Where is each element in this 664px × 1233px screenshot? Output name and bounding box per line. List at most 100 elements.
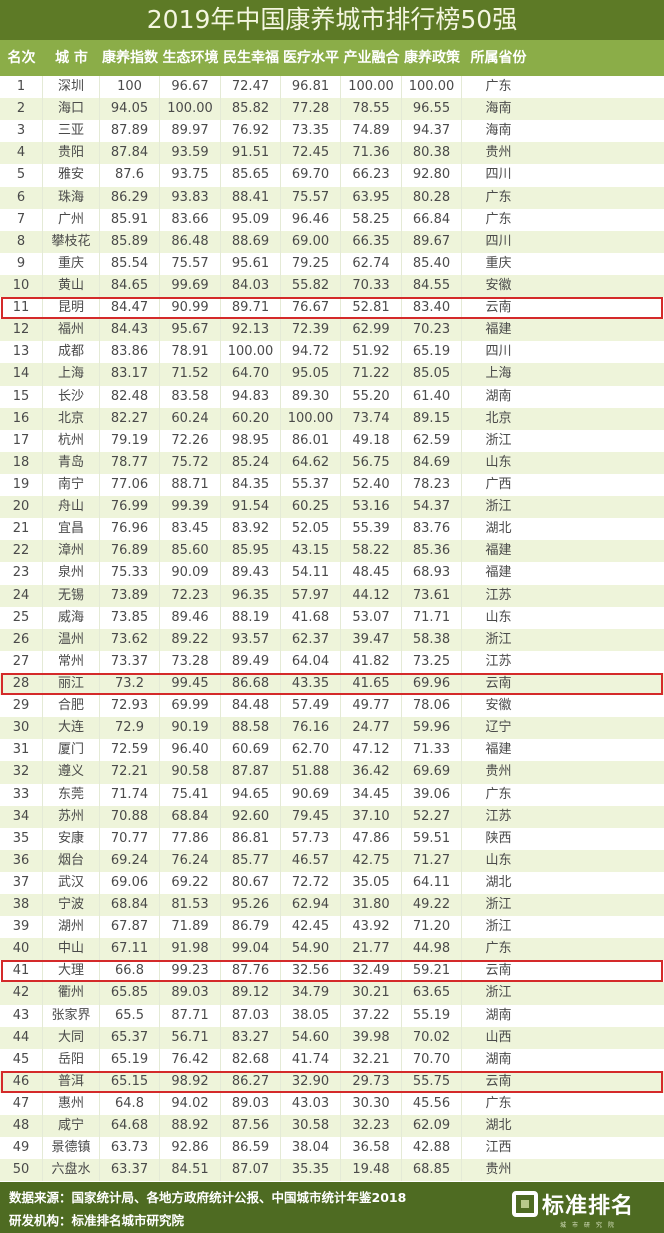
table-cell: 41.74 xyxy=(281,1048,341,1071)
table-cell: 71.74 xyxy=(100,783,160,806)
table-cell: 32.49 xyxy=(341,960,402,983)
table-cell: 32.56 xyxy=(281,960,341,983)
table-cell: 69.24 xyxy=(100,849,160,872)
table-cell: 贵州 xyxy=(485,764,512,780)
table-cell: 57.73 xyxy=(281,827,341,850)
table-cell: 80.67 xyxy=(221,871,281,895)
table-cell: 76.96 xyxy=(100,518,160,541)
table-cell: 70.33 xyxy=(341,274,402,298)
table-cell: 84.43 xyxy=(100,319,160,342)
table-cell: 42 xyxy=(0,982,43,1005)
table-cell: 辽宁 xyxy=(485,720,512,736)
table-cell: 69.00 xyxy=(281,230,341,253)
table-cell: 100.00 xyxy=(160,98,221,121)
table-cell: 福建 xyxy=(485,322,512,338)
table-cell: 19.48 xyxy=(341,1159,402,1182)
table-cell: 99.39 xyxy=(160,496,221,519)
table-cell: 82.27 xyxy=(100,407,160,430)
table-cell: 云南 xyxy=(485,963,512,979)
table-cell: 安徽 xyxy=(485,698,512,714)
table-cell: 32.21 xyxy=(341,1048,402,1071)
table-cell: 48.45 xyxy=(341,562,402,585)
table-row: 41 大理 66.8 99.23 87.76 32.56 32.49 59.21 云南 xyxy=(0,960,664,983)
table-cell: 63.37 xyxy=(100,1159,160,1182)
table-cell: 89.30 xyxy=(281,385,341,408)
table-cell: 34.45 xyxy=(341,783,402,806)
column-header: 名次 xyxy=(7,50,36,66)
table-cell: 37 xyxy=(0,871,43,895)
table-cell: 91.54 xyxy=(221,496,281,519)
table-cell: 87.07 xyxy=(221,1159,281,1182)
table-cell: 89.03 xyxy=(221,1093,281,1116)
table-cell: 广东 xyxy=(485,1096,512,1112)
table-cell: 55.75 xyxy=(402,1070,462,1094)
table-cell: 58.25 xyxy=(341,208,402,231)
table-cell: 江苏 xyxy=(485,808,512,824)
table-cell: 89.03 xyxy=(160,982,221,1005)
table-cell: 87.76 xyxy=(221,960,281,983)
table-cell: 山西 xyxy=(485,1029,512,1045)
table-cell: 58.38 xyxy=(402,628,462,651)
table-row: 11 昆明 84.47 90.99 89.71 76.67 52.81 83.40 云南 xyxy=(0,297,664,320)
table-cell: 87.56 xyxy=(221,1115,281,1138)
table-cell: 93.57 xyxy=(221,628,281,651)
table-row: 42 衢州 65.85 89.03 89.12 34.79 30.21 63.65 浙江 xyxy=(0,982,664,1005)
table-cell: 96.67 xyxy=(160,76,221,99)
table-cell: 53.16 xyxy=(341,496,402,519)
table-cell: 95.67 xyxy=(160,319,221,342)
table-cell: 89.46 xyxy=(160,606,221,629)
table-cell: 贵阳 xyxy=(43,142,100,165)
table-cell: 71.22 xyxy=(341,363,402,386)
table-cell: 岳阳 xyxy=(43,1048,100,1071)
table-cell: 69.96 xyxy=(402,672,462,696)
table-cell: 87.71 xyxy=(160,1004,221,1027)
table-cell: 21 xyxy=(0,518,43,541)
table-cell: 44.98 xyxy=(402,938,462,961)
table-cell: 66.8 xyxy=(100,960,160,983)
data-source: 数据来源：国家统计局、各地方政府统计公报、中国城市统计年鉴2018 xyxy=(9,1190,407,1205)
table-cell: 四川 xyxy=(485,344,512,360)
table-cell: 21.77 xyxy=(341,938,402,961)
table-cell: 贵州 xyxy=(485,145,512,161)
table-cell: 60.24 xyxy=(160,407,221,430)
table-cell: 19 xyxy=(0,473,43,497)
table-row: 16 北京 82.27 60.24 60.20 100.00 73.74 89.15 北京 xyxy=(0,407,664,430)
table-cell: 63.73 xyxy=(100,1137,160,1160)
table-cell: 广东 xyxy=(485,941,512,957)
table-cell: 32.90 xyxy=(281,1070,341,1094)
table-cell: 45 xyxy=(0,1048,43,1071)
table-row: 7 广州 85.91 83.66 95.09 96.46 58.25 66.84 广东 xyxy=(0,208,664,231)
table-cell: 32 xyxy=(0,761,43,784)
table-cell: 成都 xyxy=(43,341,100,364)
table-cell: 45.56 xyxy=(402,1093,462,1116)
table-cell: 62.37 xyxy=(281,628,341,651)
table-cell: 广东 xyxy=(485,211,512,227)
table-cell: 14 xyxy=(0,363,43,386)
column-header: 医疗水平 xyxy=(283,50,339,66)
table-cell: 海南 xyxy=(485,123,512,139)
table-cell: 36 xyxy=(0,849,43,872)
table-cell: 64.70 xyxy=(221,363,281,386)
table-cell: 77.06 xyxy=(100,473,160,497)
table-row: 38 宁波 68.84 81.53 95.26 62.94 31.80 49.22 浙江 xyxy=(0,894,664,917)
table-row: 19 南宁 77.06 88.71 84.35 55.37 52.40 78.23 广西 xyxy=(0,473,664,497)
table-cell: 29 xyxy=(0,695,43,718)
table-row: 15 长沙 82.48 83.58 94.83 89.30 55.20 61.40 湖南 xyxy=(0,385,664,408)
table-cell: 33 xyxy=(0,783,43,806)
table-cell: 84.35 xyxy=(221,473,281,497)
table-cell: 82.48 xyxy=(100,385,160,408)
table-cell: 云南 xyxy=(485,1073,512,1089)
table-row: 9 重庆 85.54 75.57 95.61 79.25 62.74 85.40 重庆 xyxy=(0,252,664,275)
table-cell: 温州 xyxy=(43,628,100,651)
table-cell: 重庆 xyxy=(485,255,512,271)
table-cell: 35.35 xyxy=(281,1159,341,1182)
table-cell: 76.92 xyxy=(221,120,281,143)
table-cell: 85.82 xyxy=(221,98,281,121)
table-row: 31 厦门 72.59 96.40 60.69 62.70 47.12 71.33 福建 xyxy=(0,739,664,762)
table-cell: 55.39 xyxy=(341,518,402,541)
table-cell: 88.19 xyxy=(221,606,281,629)
table-cell: 山东 xyxy=(485,852,512,868)
table-cell: 83.58 xyxy=(160,385,221,408)
table-cell: 湖北 xyxy=(485,874,512,890)
table-cell: 54.37 xyxy=(402,496,462,519)
